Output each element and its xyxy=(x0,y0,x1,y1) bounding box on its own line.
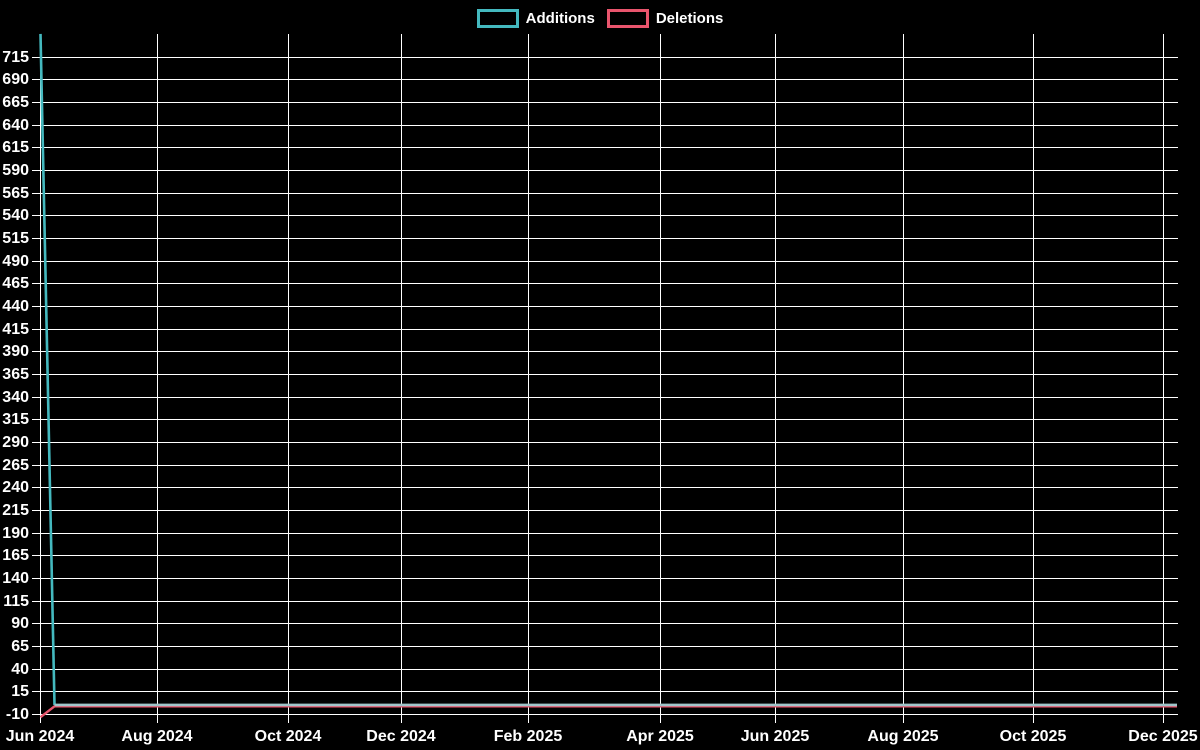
x-tick-label: Oct 2025 xyxy=(1000,728,1067,745)
y-tick-label: 15 xyxy=(11,683,29,700)
y-tick-label: 665 xyxy=(2,94,29,111)
additions-legend-label: Additions xyxy=(525,10,595,27)
additions-series-swatch xyxy=(476,9,519,28)
deletions-line xyxy=(39,705,1177,719)
y-tick-label: 240 xyxy=(2,479,29,496)
y-tick-label: 315 xyxy=(2,411,29,428)
x-tick-label: Aug 2025 xyxy=(867,728,938,745)
y-tick-label: 690 xyxy=(2,71,29,88)
y-tick-label: 640 xyxy=(2,117,29,134)
x-tick-label: Oct 2024 xyxy=(255,728,322,745)
y-tick-label: 65 xyxy=(11,638,29,655)
axis-labels: Jun 2024 Aug 2024 Oct 2024 Dec 2024 Feb 2025… xyxy=(2,49,1198,745)
y-tick-label: 365 xyxy=(2,366,29,383)
grid-lines xyxy=(32,34,1178,723)
x-tick-label: Aug 2024 xyxy=(121,728,192,745)
x-tick-label: Apr 2025 xyxy=(626,728,694,745)
x-tick-label: Dec 2025 xyxy=(1128,728,1197,745)
legend-item-deletions[interactable]: Deletions xyxy=(606,9,724,28)
y-tick-label: 140 xyxy=(2,570,29,587)
y-tick-label: 390 xyxy=(2,343,29,360)
deletions-legend-label: Deletions xyxy=(655,10,724,27)
y-tick-label: 215 xyxy=(2,502,29,519)
chart-legend: Additions Deletions xyxy=(0,9,1200,28)
series-lines xyxy=(39,33,1177,719)
x-tick-label: Jun 2025 xyxy=(741,728,810,745)
y-tick-label: 415 xyxy=(2,321,29,338)
y-tick-label: 465 xyxy=(2,275,29,292)
y-tick-label: 115 xyxy=(3,593,29,610)
y-tick-label: 265 xyxy=(2,457,29,474)
y-tick-label: 615 xyxy=(2,139,29,156)
y-tick-label: 540 xyxy=(2,207,29,224)
y-tick-label: -10 xyxy=(6,706,29,723)
x-tick-label: Jun 2024 xyxy=(6,728,75,745)
x-tick-label: Feb 2025 xyxy=(494,728,563,745)
y-tick-label: 715 xyxy=(2,49,29,66)
y-tick-label: 440 xyxy=(2,298,29,315)
y-tick-label: 590 xyxy=(2,162,29,179)
y-tick-label: 190 xyxy=(2,525,29,542)
y-tick-label: 165 xyxy=(2,547,29,564)
x-tick-label: Dec 2024 xyxy=(366,728,435,745)
y-tick-label: 40 xyxy=(11,661,29,678)
y-tick-label: 565 xyxy=(2,185,29,202)
y-tick-label: 515 xyxy=(2,230,29,247)
additions-spike-line xyxy=(39,33,56,705)
y-tick-label: 90 xyxy=(11,615,29,632)
y-tick-label: 340 xyxy=(2,389,29,406)
y-tick-label: 290 xyxy=(2,434,29,451)
plot-area[interactable] xyxy=(40,34,1179,714)
y-tick-label: 490 xyxy=(2,253,29,270)
legend-item-additions[interactable]: Additions xyxy=(476,9,595,28)
deletions-series-swatch xyxy=(606,9,649,28)
